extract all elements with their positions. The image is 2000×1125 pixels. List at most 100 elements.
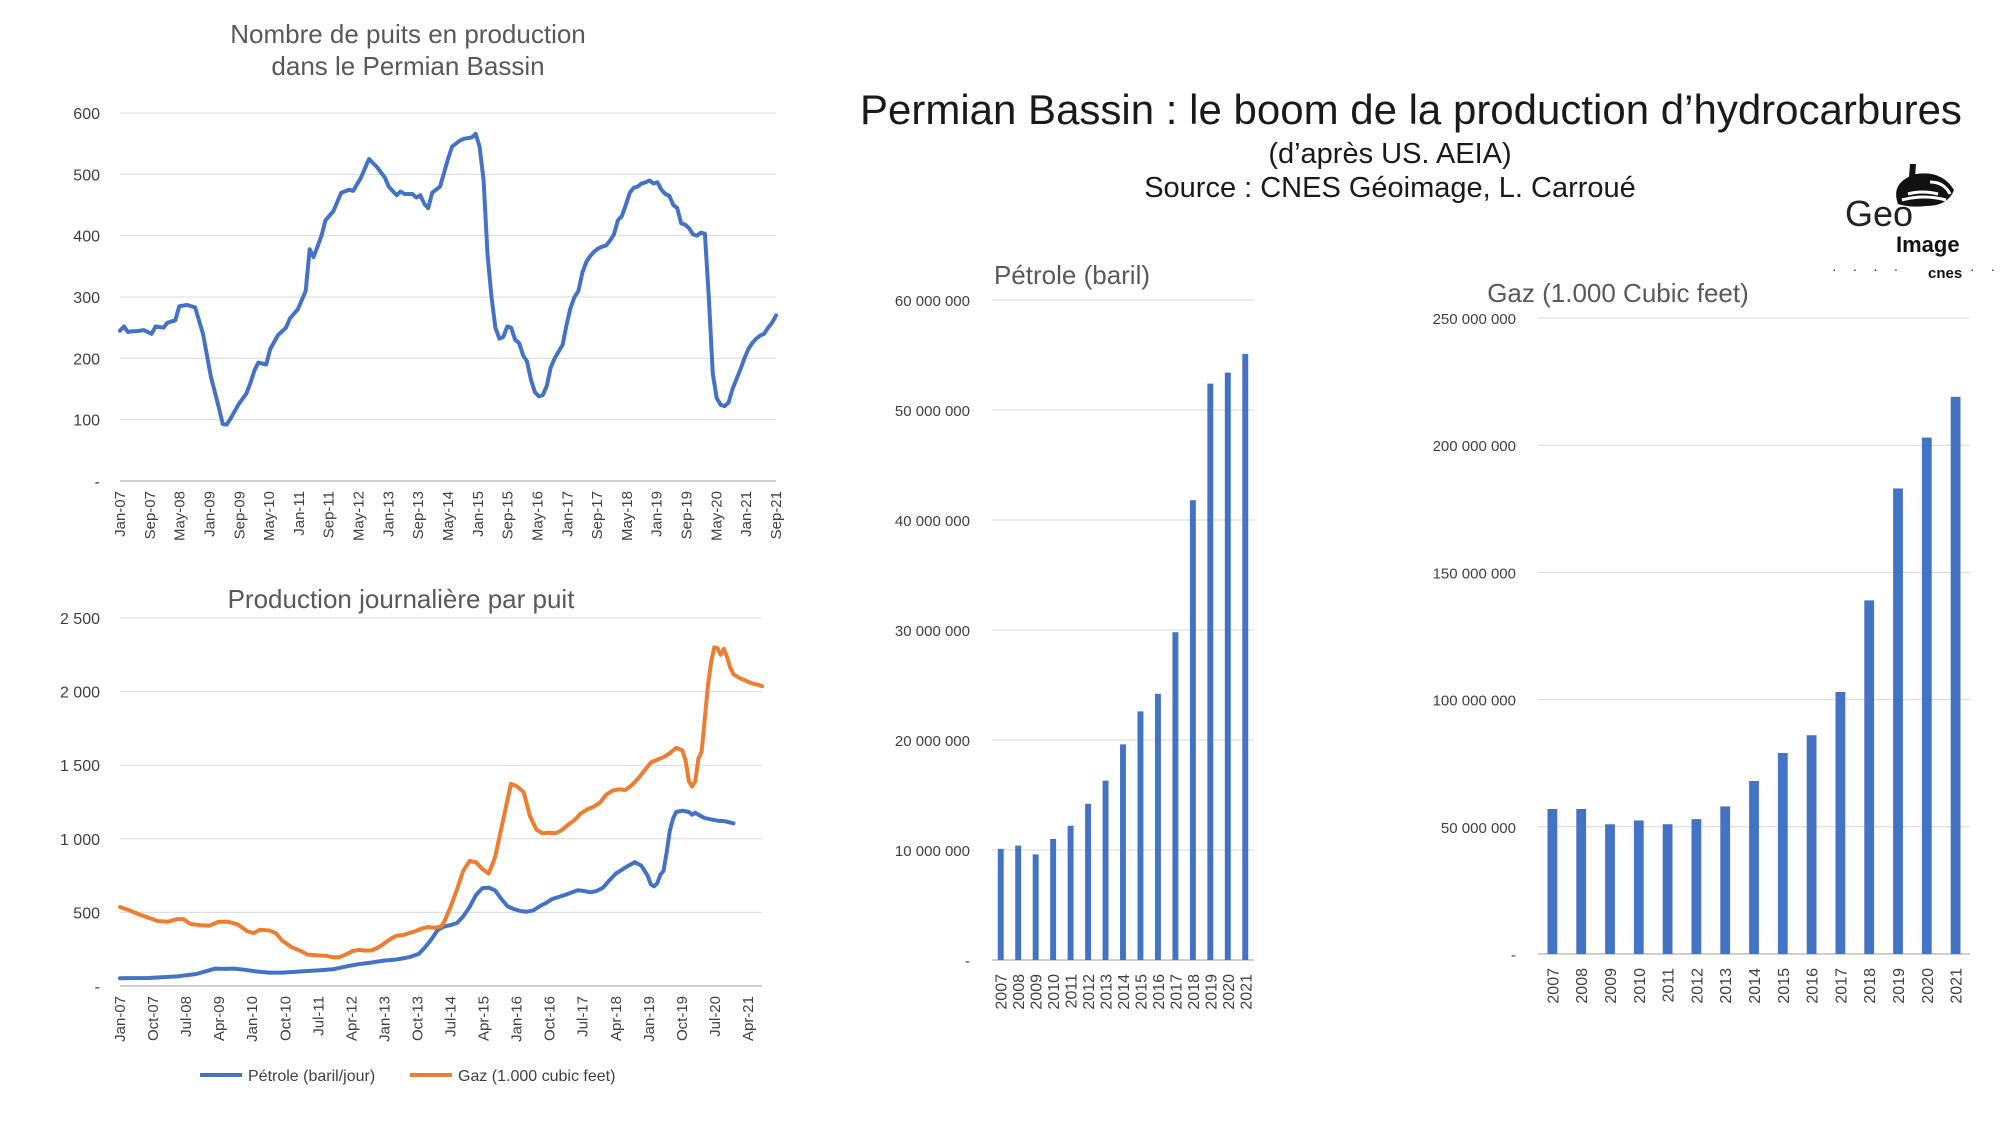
bar-2020 (1224, 372, 1231, 961)
x-tick-label: Oct-13 (409, 996, 426, 1041)
x-tick-label: May-14 (440, 491, 457, 541)
y-tick-label: 40 000 000 (895, 513, 970, 530)
bar-2008 (1576, 808, 1587, 954)
bar-2017 (1835, 691, 1846, 954)
logo-geo-text: Geo (1845, 193, 1913, 234)
x-tick-label: Oct-19 (674, 996, 691, 1041)
x-tick-label: Apr-09 (211, 996, 228, 1041)
x-tick-label: May-08 (172, 491, 189, 541)
x-tick-label: Sep-17 (589, 491, 606, 539)
x-tick-label: May-20 (708, 491, 725, 541)
y-tick-label: 30 000 000 (895, 623, 970, 640)
x-tick-label: 2007 (1545, 968, 1562, 1004)
x-tick-label: 2014 (1747, 968, 1764, 1004)
x-tick-label: 2021 (1238, 974, 1255, 1010)
production-line-chart: Production journalière par puit - 500 1 000… (60, 584, 764, 1085)
x-tick-label: 2018 (1862, 968, 1879, 1004)
y-tick-label: 150 000 000 (1433, 565, 1516, 582)
bar-2019 (1893, 488, 1903, 954)
bar-2010 (1633, 820, 1644, 954)
x-tick-label: Jan-13 (376, 996, 393, 1042)
x-tick-label: Jul-14 (443, 996, 460, 1037)
bar-2011 (1662, 824, 1673, 954)
x-tick-label: Jan-15 (470, 491, 487, 537)
x-tick-label: Jan-19 (641, 996, 658, 1042)
y-tick-label: 10 000 000 (895, 843, 970, 860)
x-tick-label: Oct-07 (145, 996, 162, 1041)
bar-2011 (1067, 825, 1074, 960)
bar-2009 (1605, 824, 1615, 954)
x-tick-label: 2016 (1151, 974, 1168, 1010)
x-tick-label: 2020 (1221, 974, 1238, 1010)
bar-2007 (1547, 808, 1558, 954)
x-tick-label: Jul-17 (575, 996, 592, 1037)
satellite-dish-icon (1896, 164, 1954, 207)
x-tick-label: Jan-10 (244, 996, 261, 1042)
x-tick-label: Jan-07 (112, 996, 129, 1042)
y-tick-label: 1 500 (60, 758, 100, 775)
x-tick-label: Jan-13 (380, 491, 397, 537)
bar-2017 (1172, 632, 1179, 960)
x-tick-label: 2014 (1116, 974, 1133, 1010)
x-tick-label: Sep-21 (768, 491, 785, 539)
gas-bar-chart: Gaz (1.000 Cubic feet) - 50 000 000 100 000… (1433, 278, 1970, 1004)
y-tick-label: 300 (73, 290, 100, 307)
y-tick-label: 250 000 000 (1433, 311, 1516, 328)
y-tick-label: 100 000 000 (1433, 693, 1516, 710)
x-tick-label: Jan-09 (201, 491, 218, 537)
x-tick-label: 2008 (1574, 968, 1591, 1004)
x-tick-label: 2021 (1949, 968, 1966, 1004)
bar-2018 (1189, 500, 1196, 960)
x-tick-label: 2015 (1776, 968, 1793, 1004)
x-tick-label: Jul-20 (707, 996, 724, 1037)
legend-label-0: Pétrole (baril/jour) (248, 1068, 375, 1085)
bar-2012 (1691, 819, 1702, 954)
x-tick-label: Jan-19 (649, 491, 666, 537)
bar-2015 (1137, 711, 1144, 960)
x-tick-label: 2013 (1718, 968, 1735, 1004)
y-tick-label: 400 (73, 229, 100, 246)
x-tick-label: 2019 (1891, 968, 1908, 1004)
x-tick-label: Sep-11 (321, 491, 338, 538)
y-tick-label: 60 000 000 (895, 293, 970, 310)
logo-cnes-text: cnes (1928, 265, 1962, 282)
series-line-0 (118, 131, 778, 427)
bar-2014 (1120, 744, 1126, 960)
bar-2015 (1777, 753, 1788, 954)
x-tick-label: 2015 (1133, 974, 1150, 1010)
y-tick-label: 600 (73, 106, 100, 123)
x-tick-label: Apr-12 (343, 996, 360, 1041)
x-tick-label: 2009 (1029, 974, 1046, 1010)
bar-2016 (1154, 693, 1161, 960)
x-tick-label: 2011 (1064, 974, 1081, 1009)
x-tick-label: Sep-19 (679, 491, 696, 539)
bar-2010 (1050, 839, 1057, 960)
y-tick-label: - (95, 979, 100, 996)
x-tick-label: 2007 (994, 974, 1011, 1010)
x-tick-label: May-16 (529, 491, 546, 541)
x-tick-label: May-10 (261, 491, 278, 541)
x-tick-label: 2011 (1661, 968, 1678, 1003)
x-tick-label: Sep-07 (142, 491, 159, 539)
x-tick-label: Sep-09 (231, 491, 248, 539)
x-tick-label: Apr-18 (608, 996, 625, 1041)
x-tick-label: Jan-07 (112, 491, 129, 537)
y-tick-label: - (95, 474, 100, 491)
x-tick-label: 2010 (1046, 974, 1063, 1010)
bar-2014 (1749, 781, 1759, 954)
y-tick-label: 100 (73, 413, 100, 430)
y-tick-label: 500 (73, 905, 100, 922)
y-tick-label: 200 000 000 (1433, 438, 1516, 455)
bar-2018 (1864, 600, 1875, 954)
x-tick-label: Oct-10 (277, 996, 294, 1041)
page-title: Permian Bassin : le boom de la productio… (860, 86, 1962, 133)
x-tick-label: Oct-16 (542, 996, 559, 1041)
x-tick-label: 2013 (1099, 974, 1116, 1010)
oil-bar-chart: Pétrole (baril) - 10 000 000 20 000 000 30 0… (895, 260, 1255, 1010)
chart-title-1-0: Production journalière par puit (228, 584, 576, 614)
source-line: Source : CNES Géoimage, L. Carroué (1144, 172, 1636, 204)
y-tick-label: 2 500 (60, 611, 100, 628)
x-tick-label: 2017 (1833, 968, 1850, 1004)
y-tick-label: 20 000 000 (895, 733, 970, 750)
